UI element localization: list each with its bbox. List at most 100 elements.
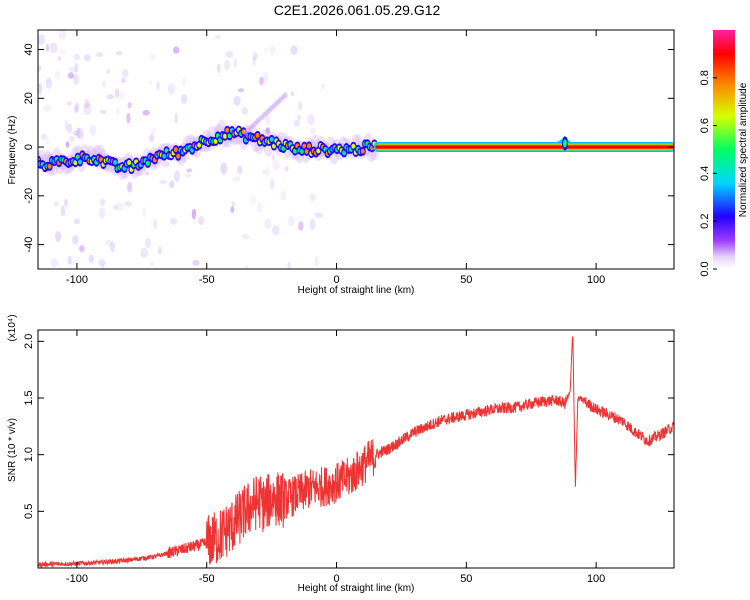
spectrogram-noise-blob xyxy=(73,105,79,114)
spectrogram-noise-blob xyxy=(66,101,72,106)
spectrogram-noise-blob xyxy=(101,263,105,269)
spectrogram-noise-blob xyxy=(150,261,154,267)
spectrogram-noise-blob xyxy=(270,178,275,190)
spectrogram-noise-blob xyxy=(153,218,157,230)
spectrogram-noise-blob xyxy=(69,135,75,143)
spectrogram-noise-blob xyxy=(100,198,106,206)
spectrogram-noise-blob xyxy=(306,113,315,125)
spectrogram-ridge-core xyxy=(255,132,260,138)
snr-x-tick-label: 100 xyxy=(587,573,605,585)
snr-x-tick-label: 50 xyxy=(460,573,472,585)
spectrogram-x-tick-label: 100 xyxy=(587,274,605,286)
colorbar-tick-label: 0.6 xyxy=(699,118,711,133)
spectrogram-noise-blob xyxy=(174,170,180,182)
spectrogram-noise-blob xyxy=(67,123,73,133)
spectrogram-noise-blob xyxy=(284,166,289,172)
spectrogram-noise-blob xyxy=(252,51,259,60)
colorbar-gradient xyxy=(713,30,735,269)
spectrogram-ridge-core xyxy=(342,150,347,156)
spectrogram-noise-blob xyxy=(59,48,66,55)
spectrogram-noise-blob xyxy=(74,102,79,113)
spectrogram-noise-blob xyxy=(113,205,118,211)
spectrogram-noise-blob xyxy=(88,254,95,264)
spectrogram-ridge-core xyxy=(127,160,132,166)
spectrogram-noise-blob xyxy=(75,127,84,139)
spectrogram-noise-blob xyxy=(49,42,58,54)
snr-frame xyxy=(37,329,675,569)
spectrogram-x-tick-label: 0 xyxy=(333,274,339,286)
spectrogram-noise-blob xyxy=(321,83,325,90)
spectrogram-noise-blob xyxy=(271,152,275,162)
spectrogram-noise-blob xyxy=(121,77,127,84)
spectrogram-noise-blob xyxy=(233,95,241,106)
colorbar-label: Normalized spectral amplitude xyxy=(738,82,749,217)
spectrogram-noise-blob xyxy=(54,70,61,80)
spectrogram-noise-blob xyxy=(110,241,115,253)
spectrogram-noise-blob xyxy=(77,127,81,139)
spectrogram-noise-blob xyxy=(149,134,155,142)
spectrogram-noise-blob xyxy=(40,133,48,140)
spectrogram-y-tick-label: 40 xyxy=(23,43,35,55)
spectrogram-noise-blob xyxy=(280,190,287,201)
spectrogram-bump-core xyxy=(562,139,567,148)
spectrogram-noise-blob xyxy=(148,80,153,86)
spectrogram-ridge-core xyxy=(225,127,230,133)
spectrogram-y-tick-label: 0 xyxy=(23,144,35,150)
spectrogram-noise-blob xyxy=(64,198,68,207)
spectrogram-noise-blob xyxy=(83,103,92,116)
spectrogram-ridge-core xyxy=(307,143,312,149)
snr-series-line xyxy=(38,336,674,568)
spectrogram-noise-blob xyxy=(237,88,245,93)
spectrogram-noise-blob xyxy=(58,30,67,40)
spectrogram-noise-blob xyxy=(96,52,104,58)
spectrogram-noise-blob xyxy=(158,246,162,255)
spectrogram-noise-blob xyxy=(45,137,49,146)
spectrogram-noise-blob xyxy=(78,246,85,251)
spectrogram-noise-blob xyxy=(181,94,188,105)
spectrogram-ridge-core xyxy=(176,153,181,159)
spectrogram-noise-blob xyxy=(290,45,298,55)
spectrogram-noise-blob xyxy=(262,72,269,84)
spectrogram-noise-blob xyxy=(298,221,304,231)
spectrogram-noise-blob xyxy=(124,201,132,207)
spectrogram-noise-blob xyxy=(272,225,280,236)
spectrogram-noise-blob xyxy=(144,171,150,176)
spectrogram-x-ticks: -100 -50 0 50 100 xyxy=(66,30,605,286)
spectrogram-content xyxy=(38,30,674,269)
spectrogram-noise-blob xyxy=(259,76,264,86)
spectrogram-ridge-core xyxy=(78,159,83,165)
spectrogram-ridge-core xyxy=(47,163,52,169)
spectrogram-noise-blob xyxy=(68,66,77,73)
spectrogram-noise-blob xyxy=(118,92,125,100)
spectrogram-ridge-core xyxy=(145,160,150,166)
snr-x-tick-label: 0 xyxy=(333,573,339,585)
spectrogram-noise-blob xyxy=(89,124,97,136)
spectrogram-noise-blob xyxy=(264,218,272,229)
spectrogram-noise-blob xyxy=(272,160,280,171)
spectrogram-noise-blob xyxy=(237,165,243,175)
spectrogram-ridge-core xyxy=(162,153,167,159)
spectrogram-noise-blob xyxy=(43,104,52,113)
snr-y-label: SNR (10 * v/v) xyxy=(7,418,18,482)
spectrogram-noise-blob xyxy=(224,59,231,71)
spectrogram-noise-blob xyxy=(298,101,303,111)
spectrogram-noise-blob xyxy=(83,54,91,62)
spectrogram-wisp xyxy=(283,92,288,99)
spectrogram-noise-blob xyxy=(140,247,149,258)
spectrogram-noise-blob xyxy=(127,181,133,193)
spectrogram-noise-blob xyxy=(46,43,50,52)
spectrogram-noise-blob xyxy=(67,255,72,265)
spectrogram-noise-blob xyxy=(116,202,124,211)
spectrogram-noise-blob xyxy=(73,53,80,61)
spectrogram-noise-blob xyxy=(265,127,270,134)
spectrogram-ridge-core xyxy=(316,148,321,154)
spectrogram-noise-blob xyxy=(98,259,106,267)
spectrogram-band-red xyxy=(375,145,674,149)
spectrogram-noise-blob xyxy=(45,77,53,89)
spectrogram-y-label: Frequency (Hz) xyxy=(7,116,18,185)
spectrogram-x-tick-label: -100 xyxy=(66,274,88,286)
colorbar-tick-label: 0.8 xyxy=(699,70,711,85)
spectrogram-noise-blob xyxy=(261,169,268,175)
